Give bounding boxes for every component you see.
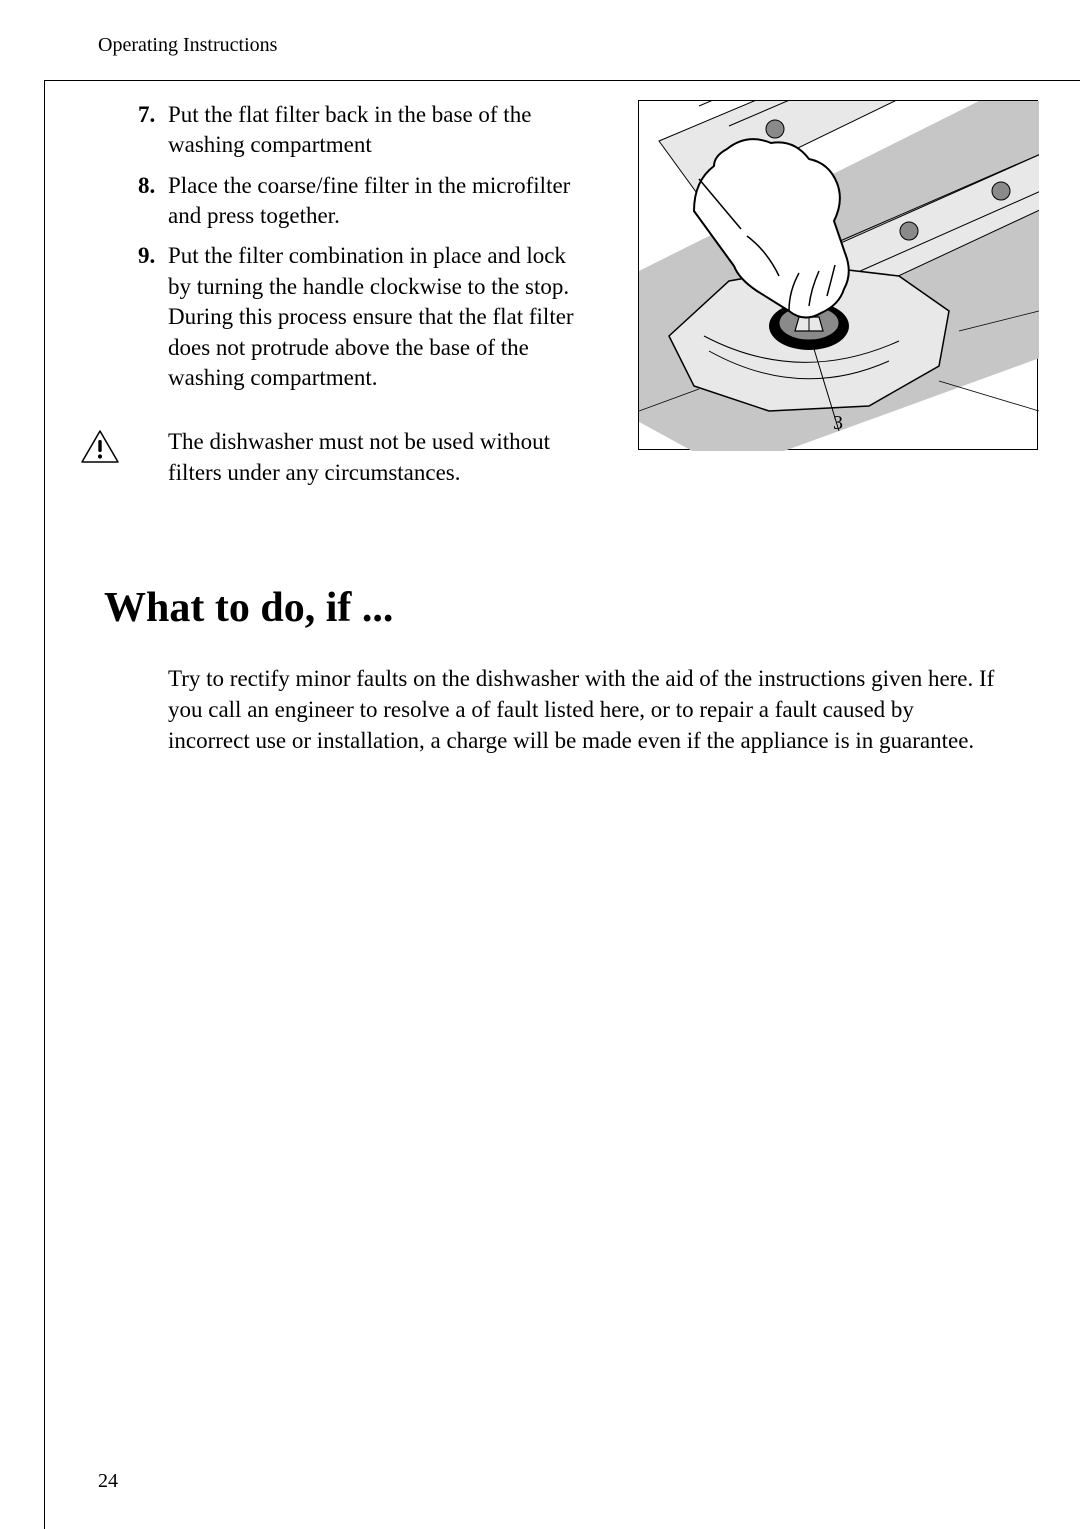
warning-icon — [80, 429, 120, 470]
section-body: Try to rectify minor faults on the dishw… — [168, 664, 998, 756]
warning-block: The dishwasher must not be used without … — [98, 427, 578, 488]
list-item: 7. Put the flat filter back in the base … — [98, 100, 578, 161]
running-header: Operating Instructions — [98, 34, 277, 57]
section-heading: What to do, if ... — [104, 584, 1036, 632]
illustration-label: 3 — [833, 412, 843, 435]
list-item: 8. Place the coarse/fine filter in the m… — [98, 171, 578, 232]
list-item: 9. Put the filter combination in place a… — [98, 241, 578, 393]
list-number: 8. — [138, 171, 155, 201]
list-text: Put the flat filter back in the base of … — [168, 102, 531, 157]
instruction-list: 7. Put the flat filter back in the base … — [98, 100, 578, 393]
filter-illustration: 3 — [638, 100, 1038, 450]
list-text: Place the coarse/fine filter in the micr… — [168, 173, 570, 228]
list-number: 9. — [138, 241, 155, 271]
page-number: 24 — [98, 1470, 118, 1493]
list-number: 7. — [138, 100, 155, 130]
warning-text: The dishwasher must not be used without … — [168, 427, 578, 488]
list-text: Put the filter combination in place and … — [168, 243, 574, 389]
